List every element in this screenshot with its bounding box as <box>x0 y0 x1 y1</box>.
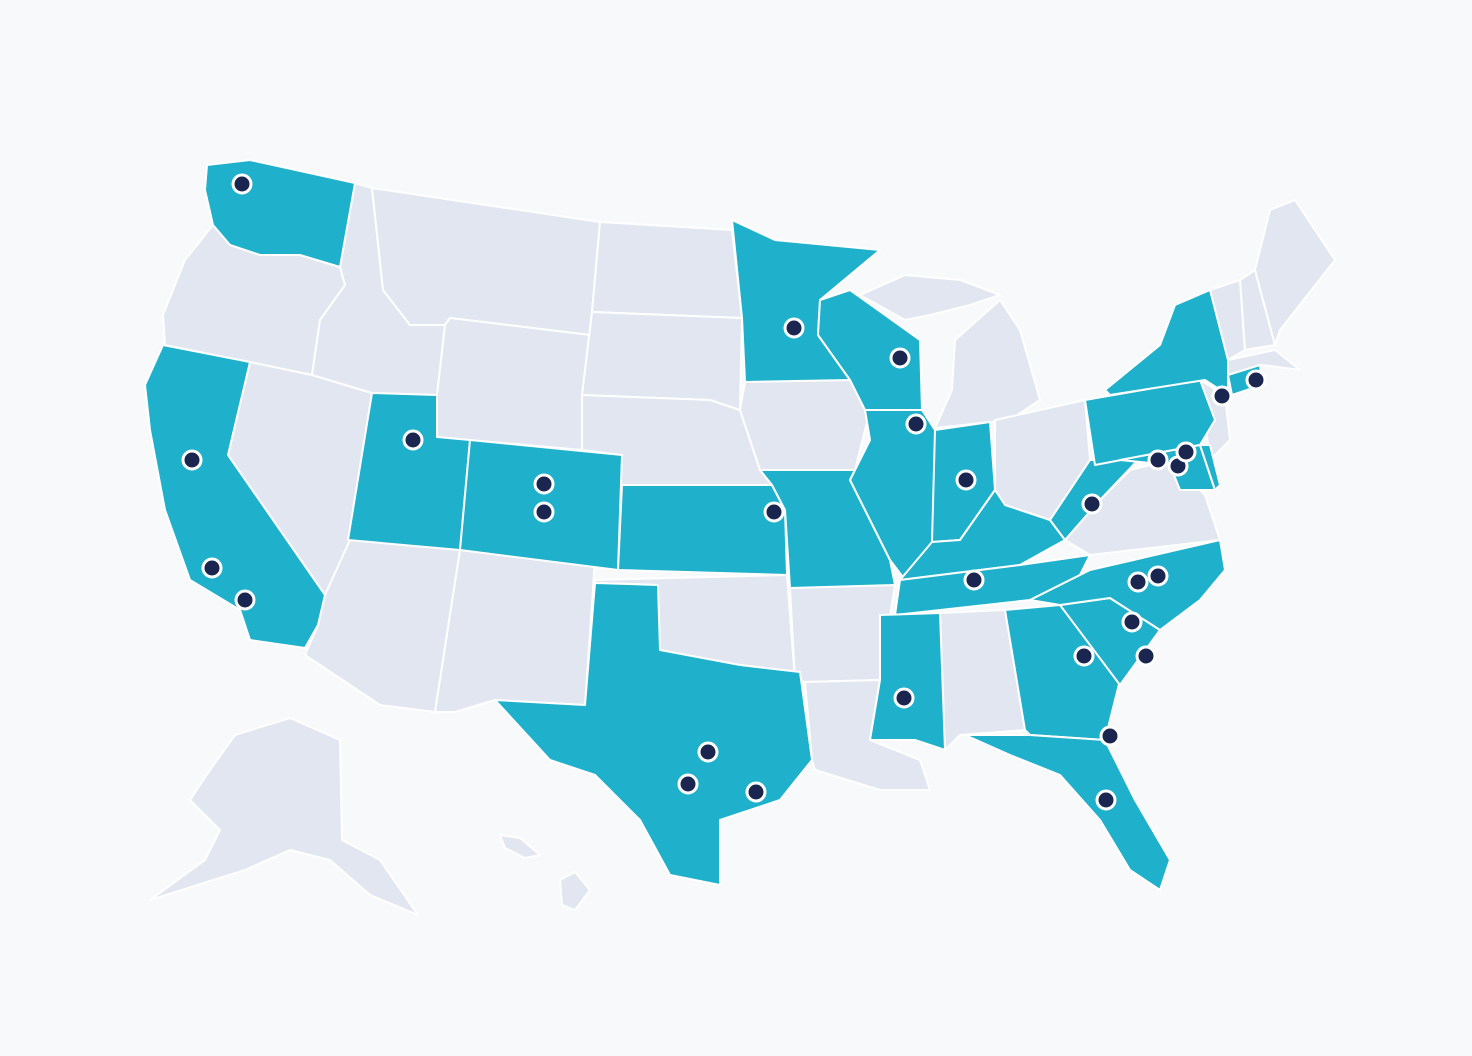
state-hi <box>559 871 591 911</box>
location-dot <box>234 589 256 611</box>
states <box>144 159 1336 916</box>
location-dot <box>697 741 719 763</box>
state-wy <box>436 317 591 451</box>
location-dot <box>1175 441 1197 463</box>
location-dot <box>955 469 977 491</box>
state-nd <box>591 221 743 319</box>
state-de <box>1199 444 1221 491</box>
state-tx <box>494 582 813 886</box>
state-ak <box>149 717 419 916</box>
location-dot <box>745 781 767 803</box>
location-dot <box>763 501 785 523</box>
state-me <box>1254 199 1336 346</box>
state-il <box>849 409 941 581</box>
state-ms <box>869 612 946 751</box>
state-nc <box>1029 539 1226 631</box>
location-dot <box>201 557 223 579</box>
state-ia <box>739 379 871 471</box>
state-ca <box>144 344 326 649</box>
location-dot <box>1081 493 1103 515</box>
location-dot <box>1095 789 1117 811</box>
location-dot <box>783 317 805 339</box>
state-ny <box>1104 289 1229 396</box>
state-mt <box>371 187 601 336</box>
location-dot <box>1211 385 1233 407</box>
location-dot <box>893 687 915 709</box>
location-dot <box>1147 565 1169 587</box>
location-dot <box>1099 725 1121 747</box>
location-dot <box>1121 611 1143 633</box>
location-dot <box>231 173 253 195</box>
location-dot <box>905 413 927 435</box>
location-dot <box>1073 645 1095 667</box>
state-fl <box>964 734 1171 891</box>
location-dot <box>963 569 985 591</box>
location-dot <box>402 429 424 451</box>
locations <box>181 173 1267 811</box>
location-dot <box>1147 449 1169 471</box>
location-dot <box>1127 571 1149 593</box>
location-dot <box>1245 369 1267 391</box>
location-dot <box>1135 645 1157 667</box>
location-dot <box>181 449 203 471</box>
state-mi <box>934 299 1041 429</box>
state-ks <box>617 484 788 576</box>
location-dot <box>533 501 555 523</box>
location-dot <box>889 347 911 369</box>
state-hi-islands <box>499 834 541 859</box>
location-dot <box>677 773 699 795</box>
state-mi-upper <box>859 274 1001 321</box>
state-nm <box>434 549 596 713</box>
location-dot <box>533 473 555 495</box>
